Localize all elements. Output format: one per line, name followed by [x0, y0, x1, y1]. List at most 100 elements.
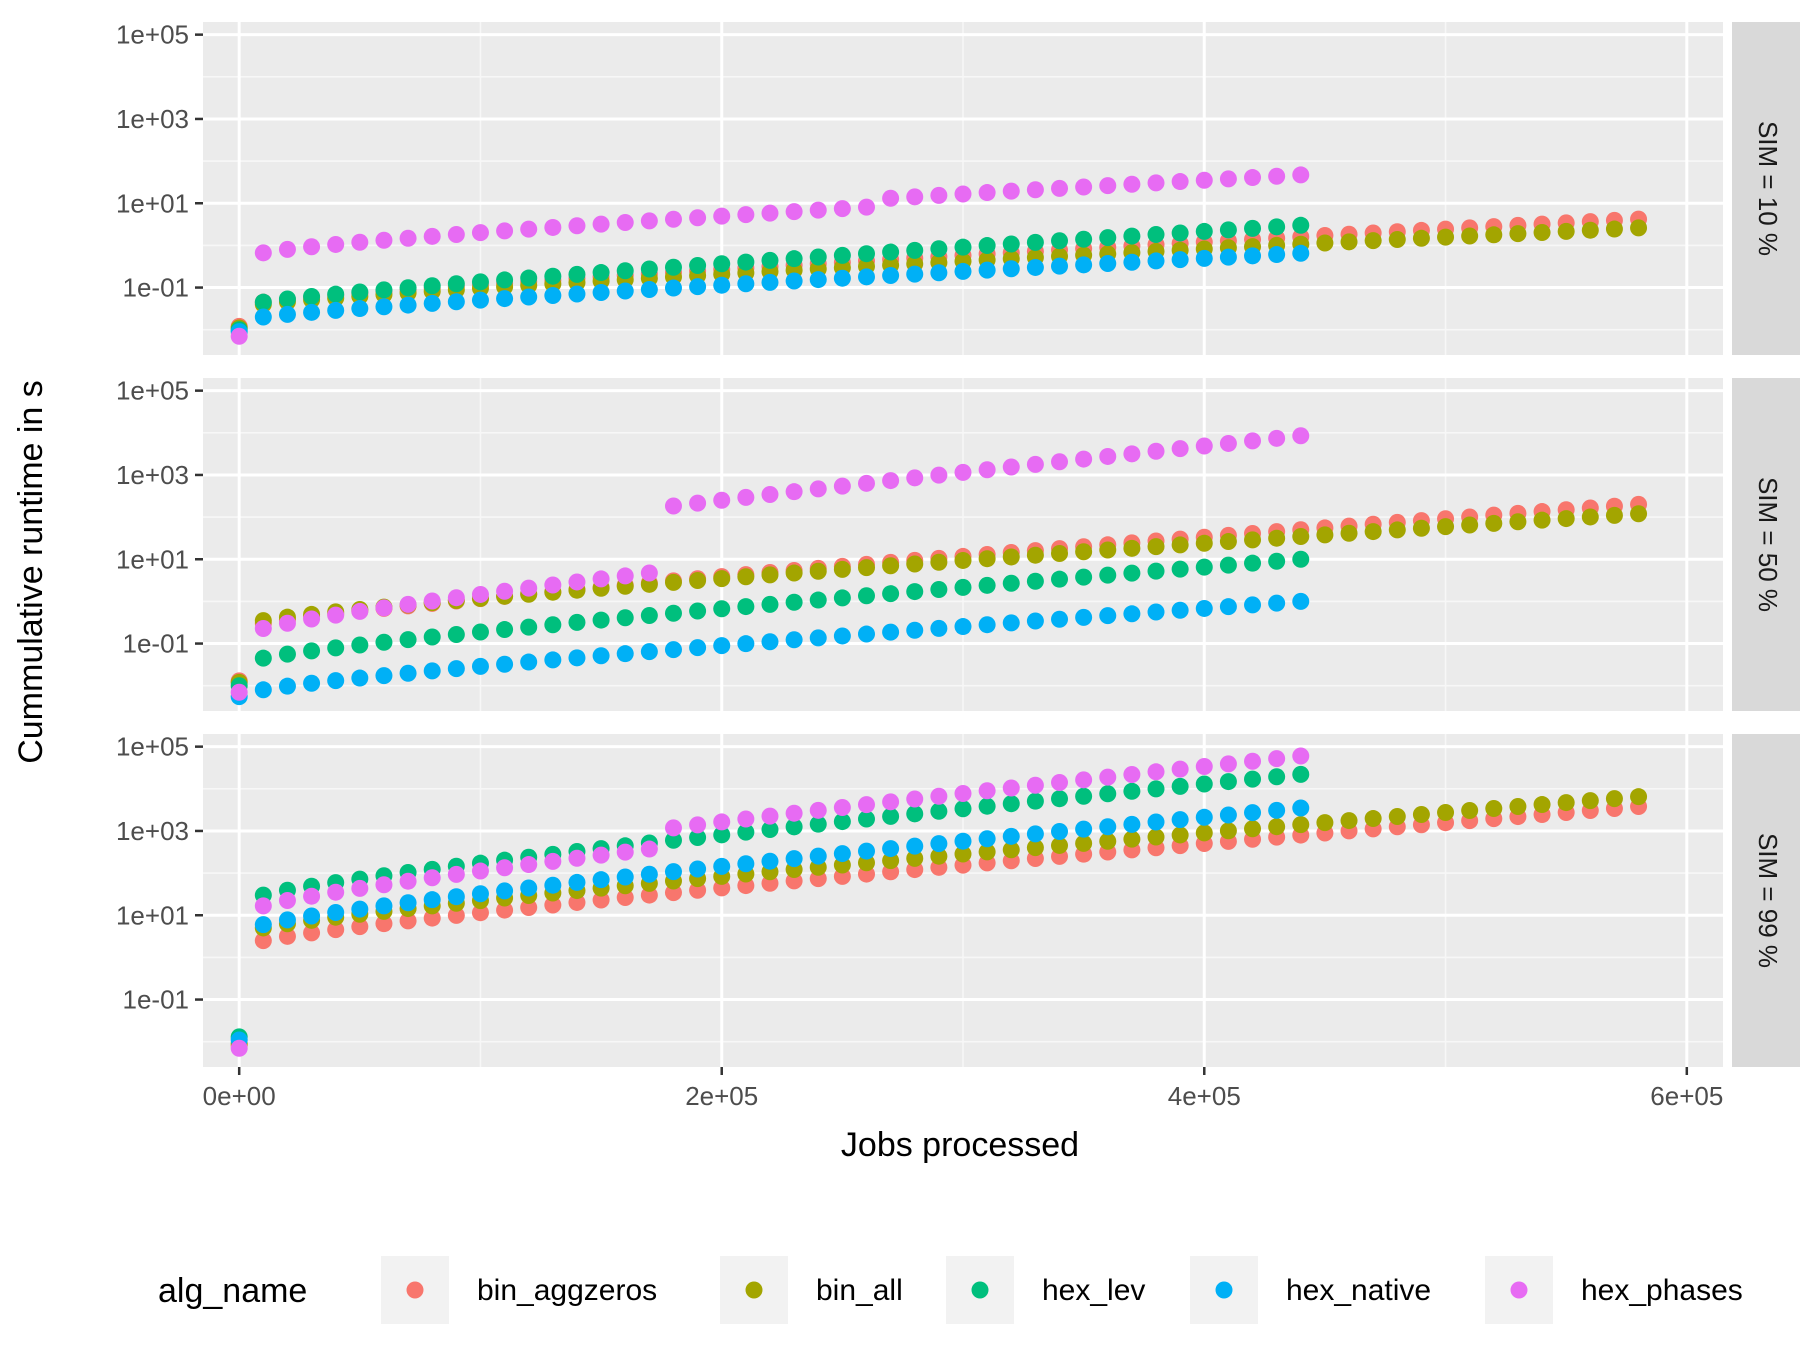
chart-panels: 1e-01 1e+01 1e+03 1e+05 SIM = 10 % 1e-01 1e+01… [116, 20, 1800, 1067]
data-point-hex_lev [520, 269, 538, 287]
data-point-hex_phases [1099, 768, 1117, 786]
data-point-bin_aggzeros [616, 889, 634, 907]
data-point-hex_phases [930, 186, 948, 204]
data-point-hex_native [857, 842, 875, 860]
data-point-hex_native [278, 305, 296, 323]
data-point-hex_native [520, 653, 538, 671]
data-point-hex_phases [1268, 167, 1286, 185]
data-point-hex_lev [785, 818, 803, 836]
data-point-bin_all [1485, 226, 1503, 244]
data-point-hex_native [1123, 253, 1141, 271]
data-point-hex_phases [1075, 178, 1093, 196]
data-point-bin_aggzeros [447, 906, 465, 924]
data-point-hex_phases [1268, 429, 1286, 447]
data-point-hex_phases [640, 564, 658, 582]
y-tick-label: 1e+05 [116, 20, 189, 50]
data-point-bin_all [785, 564, 803, 582]
data-point-bin_all [1340, 233, 1358, 251]
data-point-hex_native [1292, 244, 1310, 262]
data-point-hex_native [375, 897, 393, 915]
data-point-hex_phases [1219, 755, 1237, 773]
data-point-hex_phases [568, 217, 586, 235]
data-point-hex_phases [592, 846, 610, 864]
data-point-bin_all [930, 847, 948, 865]
data-point-hex_phases [616, 213, 634, 231]
data-point-bin_all [737, 568, 755, 586]
data-point-hex_lev [1051, 570, 1069, 588]
data-point-hex_lev [1244, 554, 1262, 572]
data-point-hex_lev [640, 260, 658, 278]
data-point-hex_native [1051, 257, 1069, 275]
data-point-hex_native [1292, 592, 1310, 610]
data-point-hex_native [471, 885, 489, 903]
data-point-hex_native [1099, 255, 1117, 273]
data-point-bin_aggzeros [278, 927, 296, 945]
data-point-bin_all [1412, 229, 1430, 247]
data-point-hex_native [375, 667, 393, 685]
data-point-bin_all [1147, 828, 1165, 846]
data-point-hex_phases [568, 849, 586, 867]
data-point-bin_aggzeros [520, 899, 538, 917]
data-point-hex_lev [544, 616, 562, 634]
data-point-hex_native [761, 273, 779, 291]
data-point-hex_native [520, 879, 538, 897]
data-point-hex_phases [1171, 173, 1189, 191]
data-point-hex_native [351, 900, 369, 918]
data-point-hex_phases [882, 793, 900, 811]
data-point-bin_aggzeros [544, 896, 562, 914]
data-point-hex_phases [737, 488, 755, 506]
data-point-hex_native [520, 288, 538, 306]
data-point-hex_phases [1026, 455, 1044, 473]
data-point-bin_all [954, 551, 972, 569]
data-point-hex_phases [1051, 774, 1069, 792]
data-point-bin_aggzeros [664, 884, 682, 902]
data-point-hex_phases [1051, 179, 1069, 197]
data-point-hex_lev [809, 591, 827, 609]
data-point-bin_all [1268, 529, 1286, 547]
data-point-hex_native [496, 882, 514, 900]
facet-strip [1732, 22, 1800, 355]
data-point-hex_phases [978, 461, 996, 479]
data-point-hex_lev [1292, 550, 1310, 568]
data-point-hex_phases [399, 872, 417, 890]
data-point-hex_native [737, 855, 755, 873]
data-point-bin_all [882, 852, 900, 870]
facet-panel: 1e-01 1e+01 1e+03 1e+05 SIM = 99 % [116, 732, 1800, 1067]
data-point-hex_native [303, 674, 321, 692]
data-point-hex_native [1075, 820, 1093, 838]
data-point-hex_native [737, 635, 755, 653]
data-point-hex_native [664, 641, 682, 659]
data-point-hex_native [471, 657, 489, 675]
data-point-hex_native [1195, 599, 1213, 617]
data-point-hex_phases [1292, 166, 1310, 184]
data-point-hex_native [785, 272, 803, 290]
data-point-bin_all [833, 560, 851, 578]
data-point-hex_lev [882, 585, 900, 603]
data-point-hex_native [954, 832, 972, 850]
data-point-hex_native [785, 850, 803, 868]
data-point-hex_phases [327, 606, 345, 624]
data-point-hex_native [254, 681, 272, 699]
data-point-bin_all [1316, 526, 1334, 544]
y-tick-label: 1e+03 [116, 460, 189, 490]
data-point-hex_phases [471, 585, 489, 603]
data-point-bin_all [978, 550, 996, 568]
data-point-hex_phases [1075, 450, 1093, 468]
data-point-hex_lev [351, 283, 369, 301]
data-point-hex_lev [954, 800, 972, 818]
data-point-bin_all [906, 555, 924, 573]
data-point-bin_all [1461, 516, 1479, 534]
data-point-hex_native [954, 618, 972, 636]
data-point-hex_phases [785, 203, 803, 221]
data-point-bin_aggzeros [375, 915, 393, 933]
legend-label: hex_lev [1042, 1274, 1145, 1307]
data-point-hex_native [327, 301, 345, 319]
data-point-bin_all [1509, 513, 1527, 531]
data-point-hex_phases [496, 859, 514, 877]
data-point-bin_aggzeros [689, 881, 707, 899]
data-point-hex_lev [906, 583, 924, 601]
data-point-bin_all [1533, 223, 1551, 241]
data-point-bin_aggzeros [496, 901, 514, 919]
data-point-hex_lev [954, 578, 972, 596]
data-point-hex_phases [978, 782, 996, 800]
